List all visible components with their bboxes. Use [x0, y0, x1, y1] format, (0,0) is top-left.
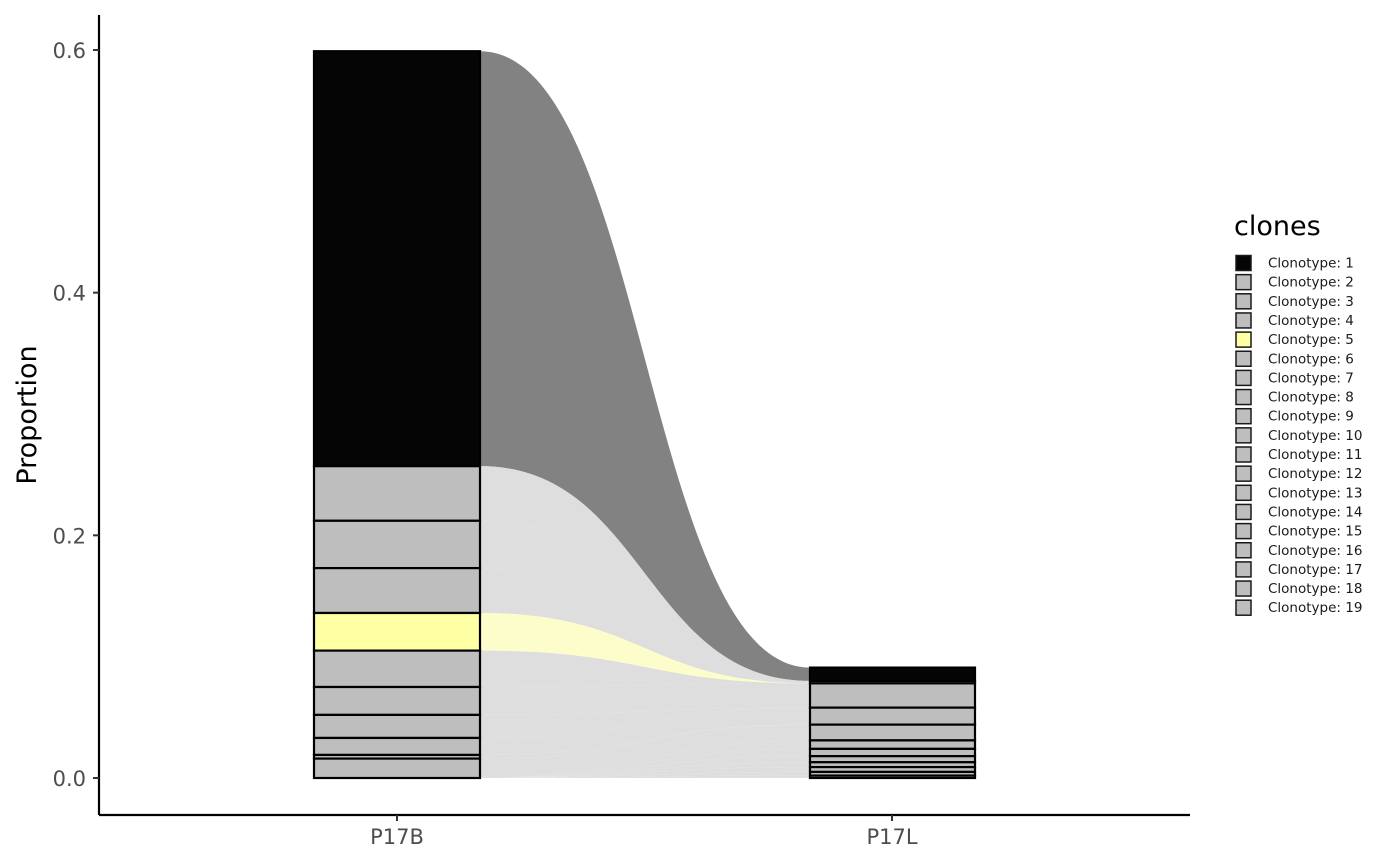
bar-P17B-clonotype-11 [312, 757, 482, 780]
bar-P17B-clonotype-4 [312, 566, 482, 615]
bar-P17B-clonotype-7 [312, 685, 482, 717]
flow-clonotype-4 [480, 568, 810, 684]
legend-label-clonotype-11: Clonotype: 11 [1268, 447, 1362, 463]
y-tick-label: 0.6 [53, 39, 86, 63]
legend-key-clonotype-17 [1235, 561, 1252, 578]
flow-clonotype-11 [480, 724, 810, 778]
legend-label-clonotype-5: Clonotype: 5 [1268, 332, 1354, 348]
flow-clonotype-16 [480, 762, 810, 778]
flow-clonotype-2 [480, 466, 810, 684]
flow-clonotype-10 [480, 724, 810, 759]
legend-key-clonotype-15 [1235, 522, 1252, 540]
legend-label-clonotype-13: Clonotype: 13 [1268, 485, 1362, 501]
legend-key-clonotype-19 [1235, 599, 1252, 616]
flow-layer [480, 51, 810, 778]
bar-P17L-clonotype-7 [808, 682, 977, 709]
bar-P17B-clonotype-9 [312, 736, 482, 757]
legend-label-clonotype-8: Clonotype: 8 [1268, 390, 1354, 406]
legend-key-clonotype-13 [1235, 484, 1252, 502]
flow-clonotype-1 [480, 51, 810, 681]
legend-key-clonotype-3 [1235, 293, 1252, 310]
y-tick-label: 0.2 [53, 524, 86, 548]
bar-P17B-clonotype-1 [312, 50, 482, 468]
axes-layer [97, 15, 1190, 817]
legend-key-clonotype-2 [1235, 273, 1252, 291]
legend-key-clonotype-1 [1235, 254, 1252, 272]
flow-clonotype-13 [480, 740, 810, 778]
legend-key-clonotype-14 [1235, 503, 1252, 521]
flow-clonotype-6 [480, 650, 810, 687]
legend-label-clonotype-18: Clonotype: 18 [1268, 581, 1362, 597]
legend-label-clonotype-2: Clonotype: 2 [1268, 275, 1354, 291]
legend-label-clonotype-14: Clonotype: 14 [1268, 504, 1362, 520]
legend-label-clonotype-16: Clonotype: 16 [1268, 543, 1362, 559]
legend-key-clonotype-6 [1235, 350, 1252, 367]
flow-clonotype-17 [480, 767, 810, 778]
legend-key-clonotype-8 [1235, 388, 1252, 406]
flow-clonotype-9 [480, 707, 810, 755]
flow-clonotype-14 [480, 748, 810, 778]
bar-P17L-clonotype-13 [808, 739, 977, 750]
legend-label-clonotype-3: Clonotype: 3 [1268, 294, 1354, 310]
bar-P17B-clonotype-2 [312, 465, 482, 522]
legend-label-clonotype-6: Clonotype: 6 [1268, 351, 1354, 367]
flow-clonotype-3 [480, 520, 810, 684]
legend-label-clonotype-12: Clonotype: 12 [1268, 466, 1362, 482]
flow-clonotype-19 [480, 775, 810, 778]
bar-P17L-clonotype-9 [808, 706, 977, 726]
legend-key-clonotype-7 [1235, 369, 1252, 387]
bar-P17L-clonotype-1 [808, 666, 977, 683]
bar-P17B-clonotype-8 [312, 713, 482, 740]
y-axis-title: Proportion [12, 345, 43, 484]
legend-label-clonotype-1: Clonotype: 1 [1268, 256, 1354, 272]
legend-label-clonotype-7: Clonotype: 7 [1268, 370, 1354, 386]
legend-key-clonotype-9 [1235, 407, 1252, 425]
flow-clonotype-18 [480, 771, 810, 778]
y-ticks: 0.0 0.2 0.4 0.6 [53, 39, 99, 791]
legend-key-clonotype-10 [1235, 427, 1252, 444]
flow-clonotype-7 [480, 683, 810, 715]
bar-P17B-clonotype-5 [312, 611, 482, 652]
legend-label-clonotype-9: Clonotype: 9 [1268, 409, 1354, 425]
bar-P17L-clonotype-12 [808, 723, 977, 742]
legend-label-clonotype-10: Clonotype: 10 [1268, 428, 1362, 444]
flow-clonotype-15 [480, 756, 810, 778]
x-tick-label: P17L [866, 825, 917, 849]
y-tick-label: 0.4 [53, 282, 86, 306]
legend-label-clonotype-15: Clonotype: 15 [1268, 524, 1362, 540]
legend-title: clones [1234, 211, 1321, 242]
legend-label-clonotype-4: Clonotype: 4 [1268, 313, 1354, 329]
x-ticks: P17B P17L [370, 815, 918, 849]
legend-label-clonotype-17: Clonotype: 17 [1268, 562, 1362, 578]
legend-key-clonotype-16 [1235, 542, 1252, 559]
legend-key-clonotype-4 [1235, 312, 1252, 329]
legend-label-clonotype-19: Clonotype: 19 [1268, 600, 1362, 616]
bar-P17B-clonotype-6 [312, 649, 482, 689]
y-tick-label: 0.0 [53, 767, 86, 791]
legend-key-clonotype-11 [1235, 446, 1252, 463]
bar-P17L-clonotype-19 [808, 774, 977, 780]
legend-key-clonotype-12 [1235, 465, 1252, 482]
legend-key-clonotype-18 [1235, 580, 1252, 597]
legend-items: Clonotype: 1 Clonotype: 2 Clonotype: 3 Clon… [1235, 254, 1362, 616]
flow-clonotype-5 [480, 612, 810, 684]
bar-P17B-clonotype-3 [312, 519, 482, 570]
flow-clonotype-12 [480, 724, 810, 778]
legend-key-clonotype-5 [1235, 331, 1252, 348]
bar-layer [312, 50, 977, 780]
x-tick-label: P17B [370, 825, 424, 849]
